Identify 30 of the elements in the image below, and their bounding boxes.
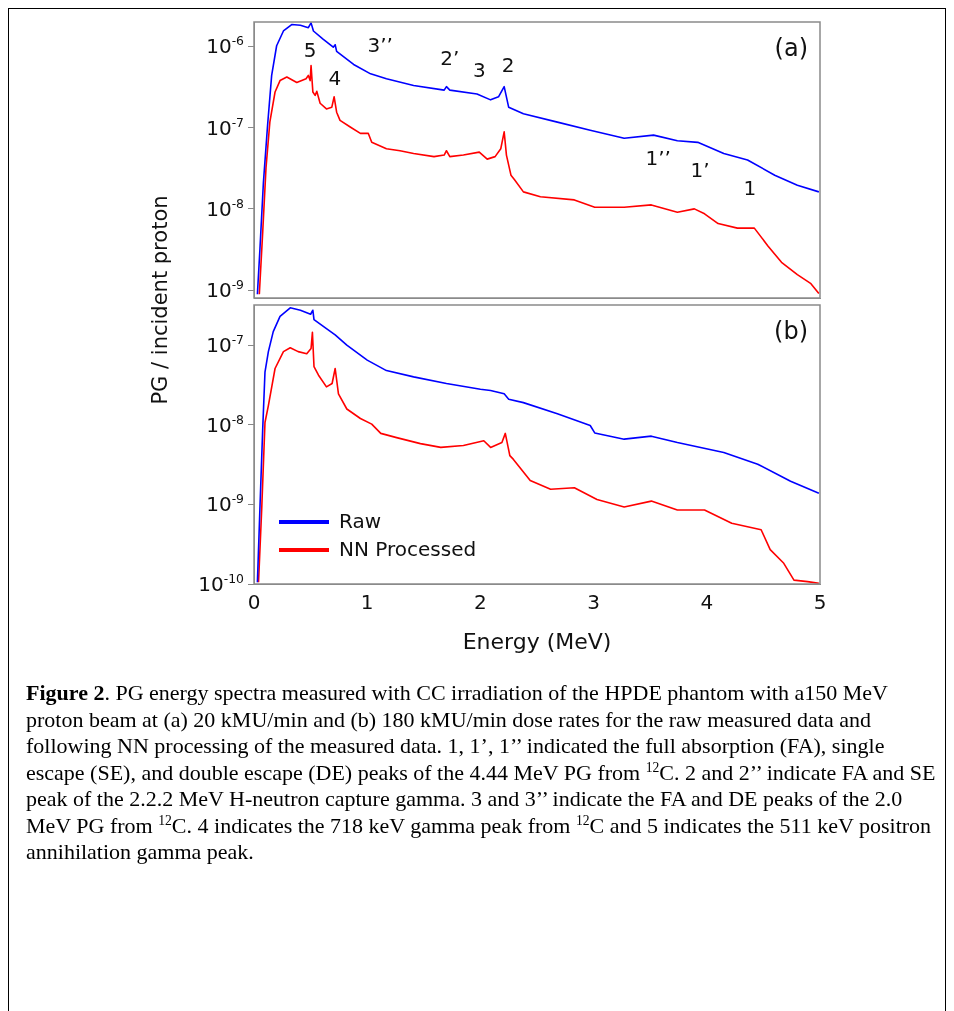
legend-label: NN Processed (339, 537, 477, 562)
x-axis-title: Energy (MeV) (462, 628, 612, 654)
y-tick-label: 10$^{-8}$ (205, 412, 244, 437)
y-tick-label: 10$^{-8}$ (206, 196, 244, 221)
annotation: 4 (328, 66, 342, 91)
legend-label: Raw (339, 509, 382, 534)
x-tick-label: 4 (700, 590, 714, 615)
annotation: 3 (472, 58, 486, 83)
annotation: 3’’ (367, 33, 393, 58)
annotation: 5 (303, 38, 317, 63)
annotation: 1’ (690, 158, 710, 183)
y-tick-label: 10$^{-9}$ (206, 277, 244, 303)
annotation: 2’ (440, 46, 460, 71)
y-tick-label: 10$^{-9}$ (205, 491, 244, 517)
y-tick-label: 10$^{-7}$ (205, 115, 244, 140)
text: (b) (774, 317, 808, 346)
x-tick-label: 5 (813, 590, 827, 615)
y-axis-title: PG / incident proton (147, 194, 173, 407)
x-tick-label: 2 (474, 590, 487, 615)
annotation: 2 (501, 53, 515, 78)
annotation: 1 (743, 176, 757, 201)
y-tick-label: 10$^{-10}$ (197, 571, 244, 596)
y-tick-label: 10$^{-7}$ (206, 332, 244, 358)
x-tick-label: 0 (247, 590, 261, 615)
y-tick-label: 10$^{-6}$ (205, 33, 244, 59)
x-tick-label: 3 (587, 590, 600, 615)
x-tick-label: 1 (360, 590, 374, 615)
caption: Figure 2 (26, 680, 105, 705)
text: (a) (774, 34, 808, 63)
annotation: 1’’ (645, 146, 671, 171)
